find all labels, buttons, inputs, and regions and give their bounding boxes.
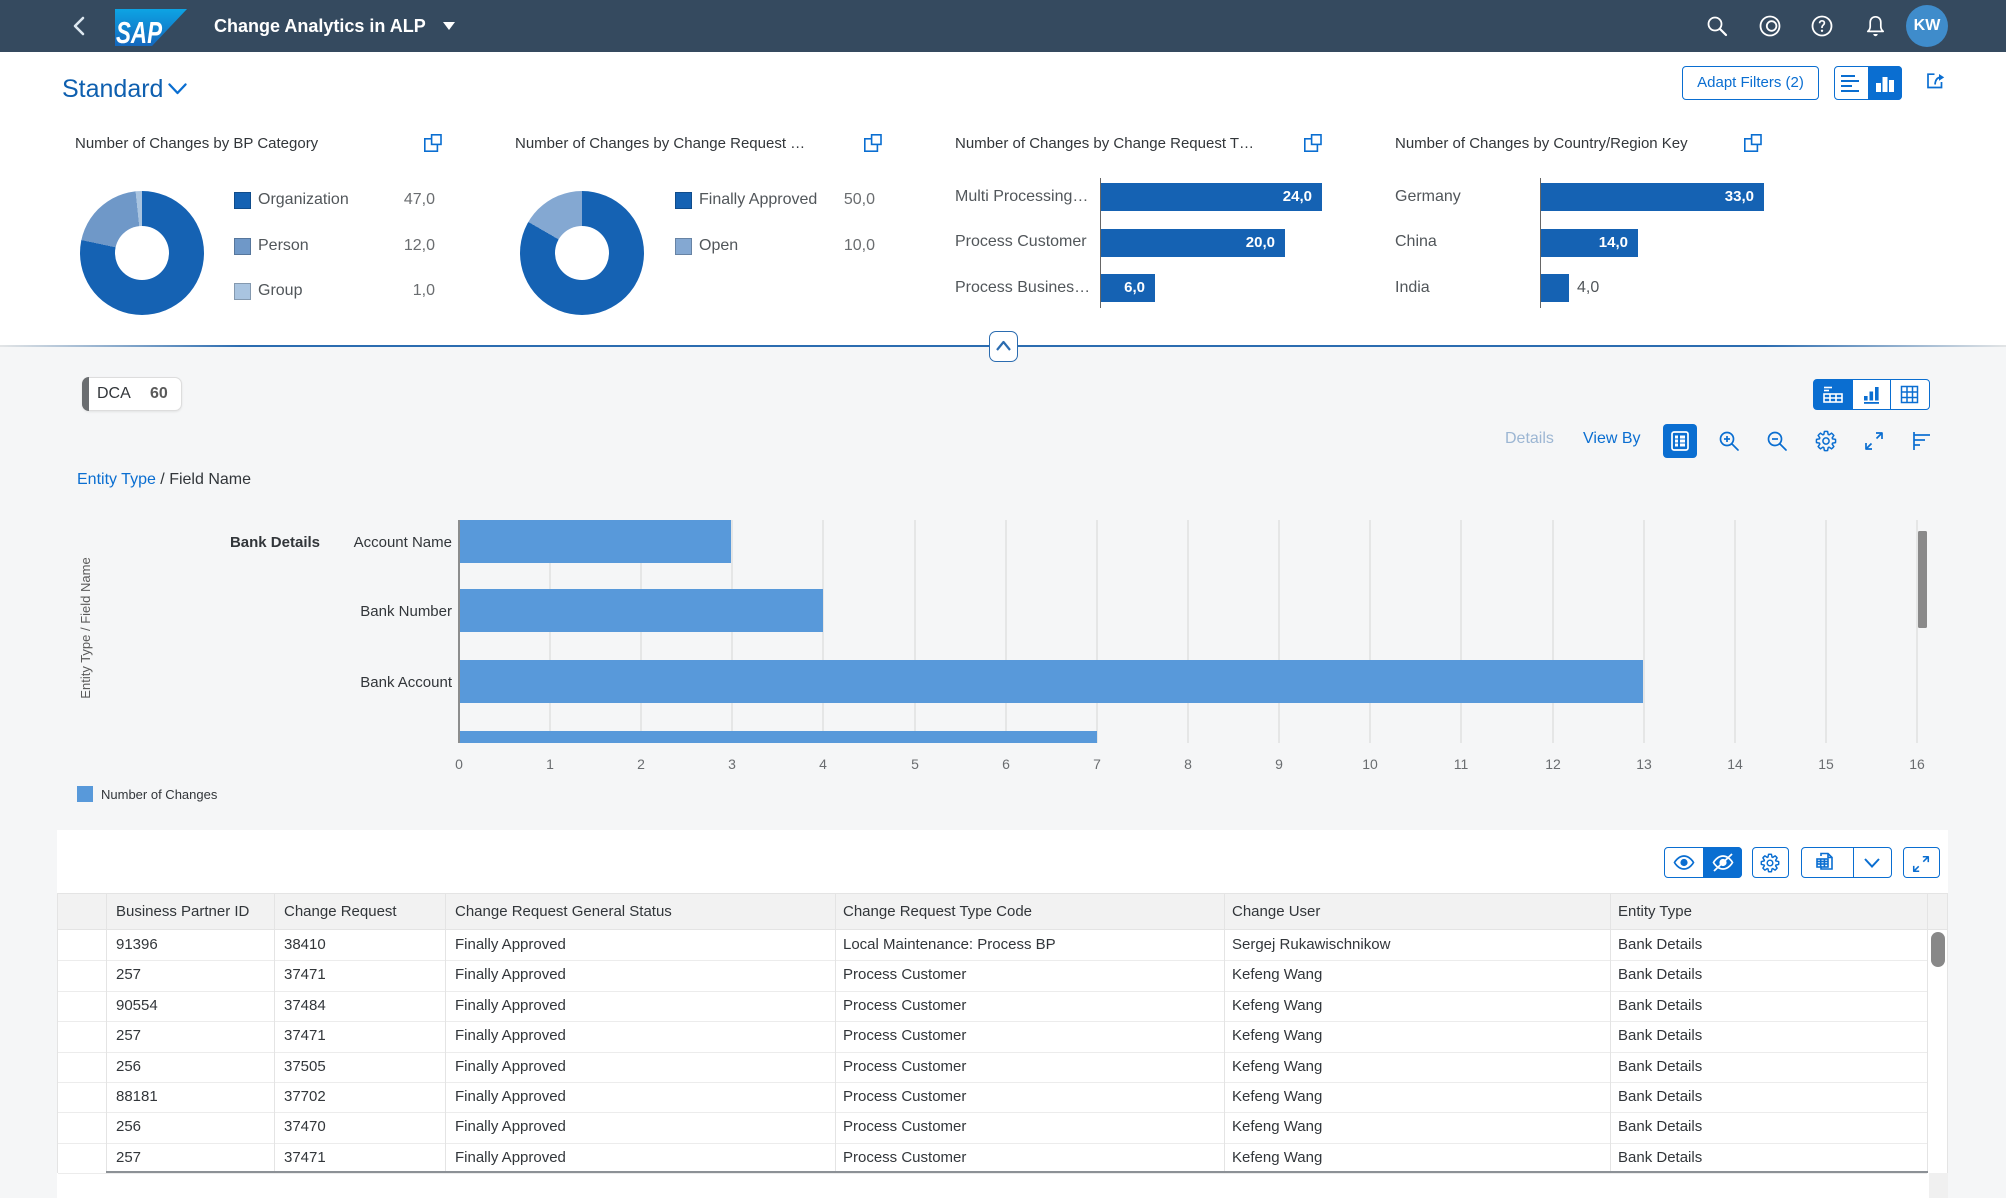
svg-text:Bank Details: Bank Details bbox=[230, 534, 320, 551]
svg-text:11: 11 bbox=[1454, 756, 1469, 772]
svg-text:Entity Type / Field Name: Entity Type / Field Name bbox=[78, 557, 93, 698]
svg-text:3: 3 bbox=[728, 756, 736, 772]
svg-text:SAP: SAP bbox=[116, 15, 162, 46]
svg-text:14: 14 bbox=[1727, 756, 1743, 772]
svg-text:5: 5 bbox=[911, 756, 919, 772]
svg-text:1: 1 bbox=[546, 756, 554, 772]
svg-text:Bank Account: Bank Account bbox=[360, 674, 453, 691]
svg-text:Account Name: Account Name bbox=[354, 534, 452, 551]
svg-text:4: 4 bbox=[819, 756, 827, 772]
svg-text:10: 10 bbox=[1362, 756, 1378, 772]
svg-text:8: 8 bbox=[1184, 756, 1192, 772]
svg-text:16: 16 bbox=[1909, 756, 1925, 772]
svg-text:2: 2 bbox=[637, 756, 645, 772]
svg-text:7: 7 bbox=[1093, 756, 1101, 772]
svg-text:15: 15 bbox=[1818, 756, 1834, 772]
svg-text:0: 0 bbox=[455, 756, 463, 772]
svg-text:13: 13 bbox=[1636, 756, 1652, 772]
svg-text:6: 6 bbox=[1002, 756, 1010, 772]
svg-text:12: 12 bbox=[1545, 756, 1561, 772]
svg-text:Bank Number: Bank Number bbox=[360, 603, 452, 620]
svg-text:9: 9 bbox=[1275, 756, 1283, 772]
